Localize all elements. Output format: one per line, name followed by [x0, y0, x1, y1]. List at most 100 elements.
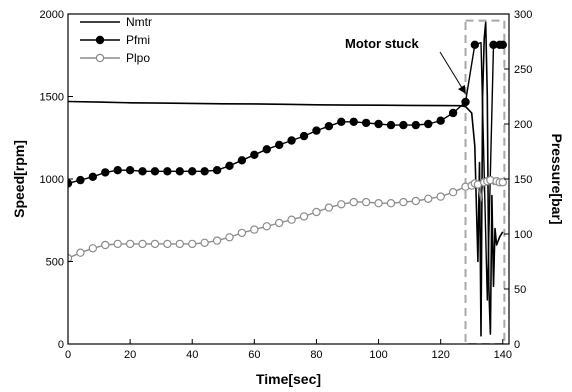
data-point-pfmi — [125, 165, 135, 175]
data-point-plpo — [386, 198, 396, 208]
data-point-pfmi — [200, 167, 209, 176]
data-point-plpo — [324, 203, 334, 212]
axes: 0 20 40 60 80 100 120 1400500100015002000050100… — [11, 9, 565, 387]
data-point-plpo — [88, 244, 98, 253]
y2-tick-label: 200 — [514, 119, 532, 131]
annotation-text: Motor stuck — [345, 36, 419, 51]
data-point-pfmi — [76, 175, 85, 185]
data-point-pfmi — [250, 150, 259, 159]
data-point-plpo — [411, 196, 421, 206]
data-point-pfmi — [324, 121, 334, 131]
x-tick-label: 140 — [494, 349, 512, 361]
data-point-pfmi — [399, 120, 408, 130]
data-point-plpo — [76, 248, 85, 257]
data-point-pfmi — [461, 97, 470, 107]
y-axis-title: Speed[rpm] — [11, 140, 27, 218]
data-point-plpo — [436, 192, 445, 201]
data-point-pfmi — [163, 167, 172, 176]
data-point-plpo — [424, 194, 433, 203]
data-point-plpo — [312, 207, 321, 217]
data-point-plpo — [448, 187, 458, 197]
data-point-pfmi — [424, 119, 433, 129]
data-point-plpo — [299, 212, 309, 221]
data-point-plpo — [237, 228, 247, 238]
data-point-plpo — [125, 239, 135, 249]
legend-marker-pfmi — [95, 35, 105, 45]
series-line-nmtr — [68, 21, 504, 337]
data-point-plpo — [250, 225, 259, 234]
data-point-plpo — [349, 197, 358, 207]
legend-marker-plpo — [95, 53, 105, 63]
data-point-plpo — [212, 236, 222, 245]
data-point-pfmi — [436, 116, 445, 125]
data-point-plpo — [374, 198, 383, 208]
annotations: Motor stuck — [345, 36, 467, 95]
data-point-plpo — [113, 239, 122, 249]
data-point-plpo — [200, 238, 209, 247]
y-tick-label: 1500 — [40, 92, 64, 104]
y-tick-label: 0 — [58, 339, 64, 351]
data-point-pfmi — [101, 168, 110, 177]
y2-tick-label: 150 — [514, 174, 532, 186]
x-tick-label: 40 — [186, 349, 198, 361]
y2-tick-label: 0 — [514, 339, 520, 351]
x-tick-label: 120 — [431, 349, 449, 361]
y2-tick-label: 250 — [514, 64, 532, 76]
data-point-pfmi — [188, 167, 197, 176]
data-point-pfmi — [349, 117, 358, 127]
data-point-pfmi — [448, 108, 458, 118]
data-point-plpo — [175, 239, 185, 249]
x-tick-label: 20 — [124, 349, 136, 361]
data-point-pfmi — [150, 167, 160, 176]
data-point-pfmi — [386, 120, 396, 130]
legend-label-plpo: Plpo — [126, 51, 150, 65]
data-point-pfmi — [113, 165, 122, 175]
data-point-pfmi — [374, 119, 383, 129]
x-tick-label: 100 — [369, 349, 387, 361]
y2-axis-title: Pressure[bar] — [549, 133, 565, 224]
data-point-pfmi — [361, 118, 371, 128]
data-point-pfmi — [274, 140, 284, 150]
legend: Nmtr Pfmi Plpo — [80, 15, 152, 65]
data-point-pfmi — [411, 120, 421, 130]
y2-tick-label: 100 — [514, 229, 532, 241]
data-point-plpo — [399, 197, 408, 207]
data-point-pfmi — [337, 117, 346, 127]
plot-area — [68, 19, 507, 344]
data-point-pfmi — [88, 172, 98, 181]
data-point-pfmi — [299, 131, 309, 141]
data-point-plpo — [498, 178, 507, 187]
data-point-plpo — [361, 197, 371, 207]
data-point-pfmi — [498, 40, 507, 50]
data-point-plpo — [163, 239, 172, 249]
data-point-plpo — [150, 239, 160, 249]
x-tick-label: 80 — [310, 349, 322, 361]
data-point-pfmi — [138, 167, 147, 176]
y-tick-label: 1000 — [40, 174, 64, 186]
legend-label-nmtr: Nmtr — [126, 15, 152, 29]
x-axis-title: Time[sec] — [256, 371, 321, 387]
annotation-arrow-head — [458, 84, 466, 94]
x-tick-label: 60 — [248, 349, 260, 361]
data-point-pfmi — [312, 126, 321, 135]
x-tick-label: 0 — [65, 349, 71, 361]
annotation-arrow-line — [439, 51, 467, 95]
y2-tick-label: 50 — [514, 284, 526, 296]
data-point-plpo — [274, 218, 284, 228]
data-point-pfmi — [287, 136, 296, 145]
y2-tick-label: 300 — [514, 9, 532, 21]
data-point-pfmi — [470, 40, 480, 50]
data-point-plpo — [225, 233, 234, 242]
data-point-pfmi — [262, 145, 271, 154]
data-point-plpo — [262, 222, 271, 231]
data-point-plpo — [138, 239, 147, 249]
y-tick-label: 2000 — [40, 9, 64, 21]
data-point-plpo — [337, 200, 346, 209]
data-point-plpo — [287, 215, 296, 224]
y-tick-label: 500 — [46, 257, 64, 269]
data-point-plpo — [188, 239, 197, 249]
legend-label-pfmi: Pfmi — [126, 33, 150, 47]
data-point-pfmi — [225, 161, 234, 170]
